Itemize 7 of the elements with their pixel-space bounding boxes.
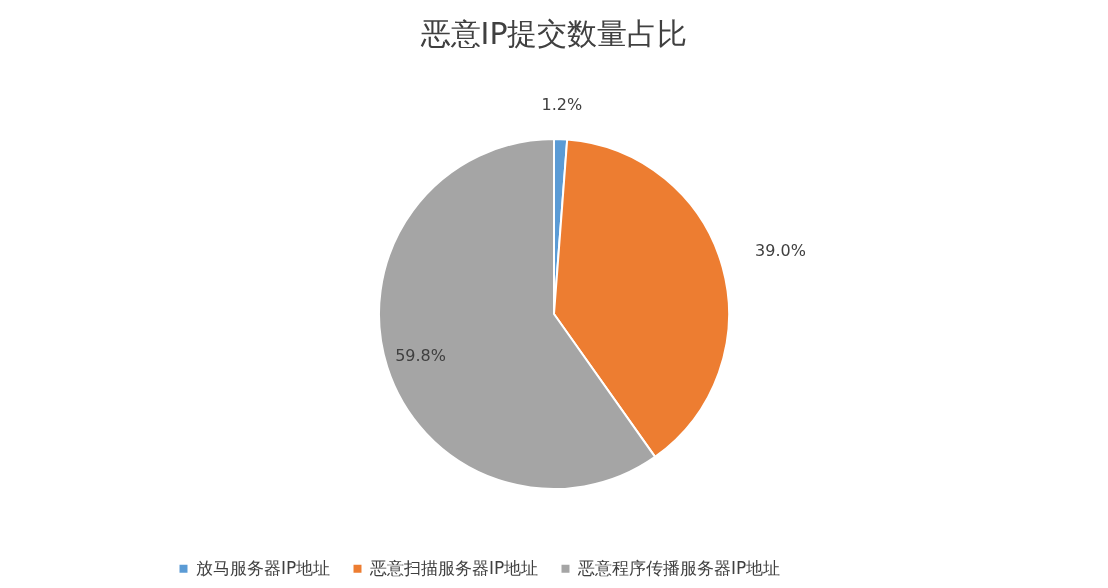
data-label: 1.2% xyxy=(541,95,583,115)
legend-label: 恶意程序传播服务器IP地址 xyxy=(577,557,781,578)
legend-label: 放马服务器IP地址 xyxy=(196,557,331,578)
data-label: 39.0% xyxy=(755,241,806,261)
data-label: 59.8% xyxy=(395,346,446,366)
chart-title: 恶意IP提交数量占比 xyxy=(419,16,688,51)
legend-label: 恶意扫描服务器IP地址 xyxy=(369,557,539,578)
